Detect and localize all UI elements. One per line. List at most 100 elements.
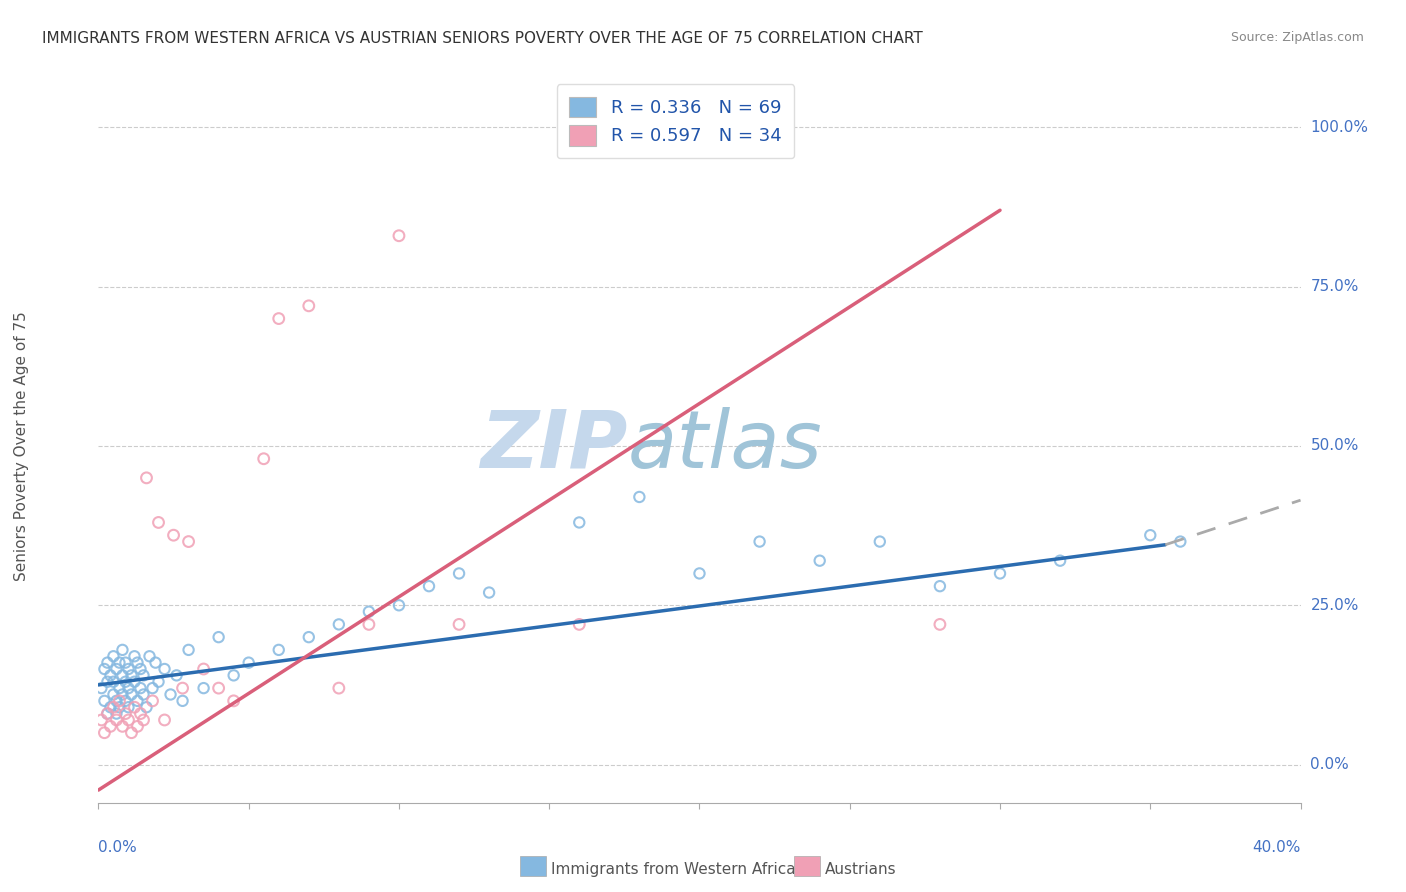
Point <box>117 713 139 727</box>
Point <box>114 706 136 721</box>
Legend: R = 0.336   N = 69, R = 0.597   N = 34: R = 0.336 N = 69, R = 0.597 N = 34 <box>557 84 794 158</box>
Point <box>132 668 155 682</box>
Text: atlas: atlas <box>627 407 823 485</box>
Point <box>132 713 155 727</box>
Point <box>869 534 891 549</box>
Point <box>121 725 143 739</box>
Point <box>105 706 128 721</box>
Point <box>388 599 411 613</box>
Point <box>96 706 118 721</box>
Point <box>132 688 155 702</box>
Text: 75.0%: 75.0% <box>1310 279 1358 294</box>
Point <box>103 674 125 689</box>
Point <box>253 451 276 466</box>
Point <box>988 566 1011 581</box>
Point <box>114 656 136 670</box>
Point <box>357 617 380 632</box>
Point <box>267 311 290 326</box>
Point <box>124 649 146 664</box>
Text: Immigrants from Western Africa: Immigrants from Western Africa <box>551 863 796 877</box>
Point <box>103 649 125 664</box>
Point <box>298 630 321 644</box>
Point <box>447 566 470 581</box>
Point <box>808 554 831 568</box>
Point <box>129 706 152 721</box>
Text: 100.0%: 100.0% <box>1310 120 1368 135</box>
Point <box>159 688 181 702</box>
Point <box>108 694 131 708</box>
Point <box>222 668 245 682</box>
Text: 25.0%: 25.0% <box>1310 598 1358 613</box>
Point <box>90 713 112 727</box>
Point <box>222 694 245 708</box>
Text: 40.0%: 40.0% <box>1253 840 1301 855</box>
Point <box>208 630 231 644</box>
Point <box>111 643 134 657</box>
Point <box>166 668 188 682</box>
Point <box>93 694 115 708</box>
Point <box>108 700 131 714</box>
Point <box>114 674 136 689</box>
Point <box>135 700 157 714</box>
Point <box>129 681 152 695</box>
Point <box>93 725 115 739</box>
Point <box>929 579 952 593</box>
Point <box>1139 528 1161 542</box>
Point <box>148 674 170 689</box>
Point <box>114 694 136 708</box>
Point <box>748 534 770 549</box>
Text: ZIP: ZIP <box>479 407 627 485</box>
Point <box>111 688 134 702</box>
Point <box>141 694 163 708</box>
Point <box>96 706 118 721</box>
Point <box>124 674 146 689</box>
Point <box>1170 534 1192 549</box>
Point <box>100 668 122 682</box>
Point <box>145 656 167 670</box>
Point <box>129 662 152 676</box>
Point <box>103 688 125 702</box>
Point <box>568 617 591 632</box>
Text: IMMIGRANTS FROM WESTERN AFRICA VS AUSTRIAN SENIORS POVERTY OVER THE AGE OF 75 CO: IMMIGRANTS FROM WESTERN AFRICA VS AUSTRI… <box>42 31 922 46</box>
Point <box>153 662 176 676</box>
Point <box>127 656 149 670</box>
Point <box>193 681 215 695</box>
Point <box>117 700 139 714</box>
Point <box>388 228 411 243</box>
Point <box>124 700 146 714</box>
Point <box>328 617 350 632</box>
Text: 0.0%: 0.0% <box>1310 757 1350 772</box>
Point <box>138 649 160 664</box>
Point <box>177 534 200 549</box>
Text: 50.0%: 50.0% <box>1310 439 1358 453</box>
Point <box>108 656 131 670</box>
Point <box>105 694 128 708</box>
Point <box>688 566 710 581</box>
Point <box>447 617 470 632</box>
Point <box>105 662 128 676</box>
Point <box>267 643 290 657</box>
Point <box>127 694 149 708</box>
Point <box>93 662 115 676</box>
Point <box>328 681 350 695</box>
Point <box>177 643 200 657</box>
Point <box>127 719 149 733</box>
Point <box>117 662 139 676</box>
Point <box>193 662 215 676</box>
Point <box>172 681 194 695</box>
Point <box>103 700 125 714</box>
Point <box>121 668 143 682</box>
Point <box>96 674 118 689</box>
Point <box>141 681 163 695</box>
Point <box>357 605 380 619</box>
Point <box>153 713 176 727</box>
Point <box>568 516 591 530</box>
Point <box>418 579 440 593</box>
Point <box>121 688 143 702</box>
Point <box>100 719 122 733</box>
Point <box>111 668 134 682</box>
Text: Seniors Poverty Over the Age of 75: Seniors Poverty Over the Age of 75 <box>14 311 28 581</box>
Point <box>1049 554 1071 568</box>
Point <box>135 471 157 485</box>
Text: Austrians: Austrians <box>825 863 897 877</box>
